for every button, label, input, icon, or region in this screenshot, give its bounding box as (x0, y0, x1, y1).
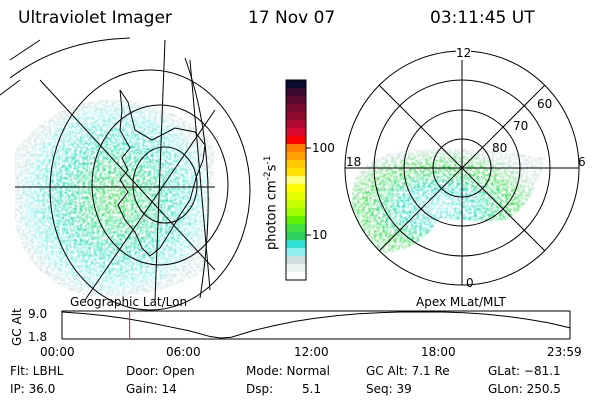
colorbar-band (286, 208, 306, 217)
colorbar-frame (285, 79, 307, 281)
ytick-1.8: 1.8 (28, 330, 48, 344)
colorbar-band (286, 264, 306, 273)
colorbar-band (286, 88, 306, 97)
status-dsp-value: 5.1 (302, 382, 322, 396)
date: 17 Nov 07 (248, 8, 336, 28)
status-glon: GLon: 250.5 (488, 382, 561, 396)
aurora-emission-right (351, 148, 545, 255)
colorbar-tick-100: 100 (312, 141, 335, 155)
lat-label-60: 60 (537, 97, 553, 111)
xtick-1: 06:00 (166, 345, 201, 359)
mlt-label-0: 0 (466, 276, 474, 290)
xtick-2: 12:00 (294, 345, 329, 359)
mlt-label-12: 12 (456, 46, 472, 60)
status-seq: Seq: 39 (366, 382, 412, 396)
right-panel-label: Apex MLat/MLT (416, 295, 506, 309)
altitude-line (61, 311, 571, 339)
colorbar-band (286, 176, 306, 185)
colorbar-band (286, 272, 306, 281)
antarctica-coastline (117, 89, 206, 257)
colorbar-band (286, 184, 306, 193)
status-gain: Gain: 14 (126, 382, 177, 396)
left-panel-label: Geographic Lat/Lon (70, 295, 188, 309)
colorbar-band (286, 192, 306, 201)
status-dsp-label: Dsp: (246, 382, 274, 396)
altitude-plot (61, 310, 571, 340)
aurora-emission-left (15, 99, 215, 297)
colorbar-band (286, 96, 306, 105)
colorbar-band (286, 112, 306, 121)
mlt-label-6: 6 (578, 155, 586, 169)
colorbar-band (286, 216, 306, 225)
colorbar-band (286, 104, 306, 113)
mlt-label-18: 18 (346, 155, 362, 169)
colorbar-band (286, 136, 306, 145)
status-mode: Mode: Normal (246, 364, 330, 378)
colorbar-band (286, 80, 306, 89)
colorbar-band (286, 120, 306, 129)
status-glat: GLat: −81.1 (488, 364, 561, 378)
colorbar-unit-label: photon cm-2s-1 (263, 156, 279, 250)
unit-exp2: -1 (263, 155, 273, 165)
unit-mid: s (264, 164, 280, 172)
colorbar-band (286, 128, 306, 137)
xtick-0: 00:00 (40, 345, 75, 359)
instrument-title: Ultraviolet Imager (18, 8, 172, 28)
colorbar-tick-10: 10 (312, 228, 328, 242)
status-door: Door: Open (126, 364, 195, 378)
colorbar-band (286, 232, 306, 241)
lat-label-80: 80 (492, 141, 508, 155)
colorbar-ticks (306, 147, 311, 236)
status-ip: IP: 36.0 (10, 382, 56, 396)
ytick-9: 9.0 (28, 307, 48, 321)
colorbar-band (286, 240, 306, 249)
colorbar-band (286, 200, 306, 209)
colorbar-band (286, 168, 306, 177)
colorbar-band (286, 160, 306, 169)
apex-polar-map (344, 50, 580, 286)
unit-exp1: -2 (263, 171, 273, 181)
xtick-4: 23:59 (547, 345, 582, 359)
colorbar-band (286, 256, 306, 265)
status-gc-alt: GC Alt: 7.1 Re (366, 364, 450, 378)
unit-base: photon cm (264, 180, 280, 250)
colorbar-band (286, 152, 306, 161)
colorbar-band (286, 224, 306, 233)
geographic-map (15, 99, 215, 297)
altitude-ylabel: GC Alt (10, 308, 24, 346)
lat-label-70: 70 (513, 119, 529, 133)
colorbar-band (286, 144, 306, 153)
colorbar (285, 79, 307, 281)
colorbar-band (286, 248, 306, 257)
xtick-3: 18:00 (421, 345, 456, 359)
geographic-grid (0, 37, 251, 311)
status-filter: Flt: LBHL (10, 364, 64, 378)
time: 03:11:45 UT (430, 8, 535, 28)
